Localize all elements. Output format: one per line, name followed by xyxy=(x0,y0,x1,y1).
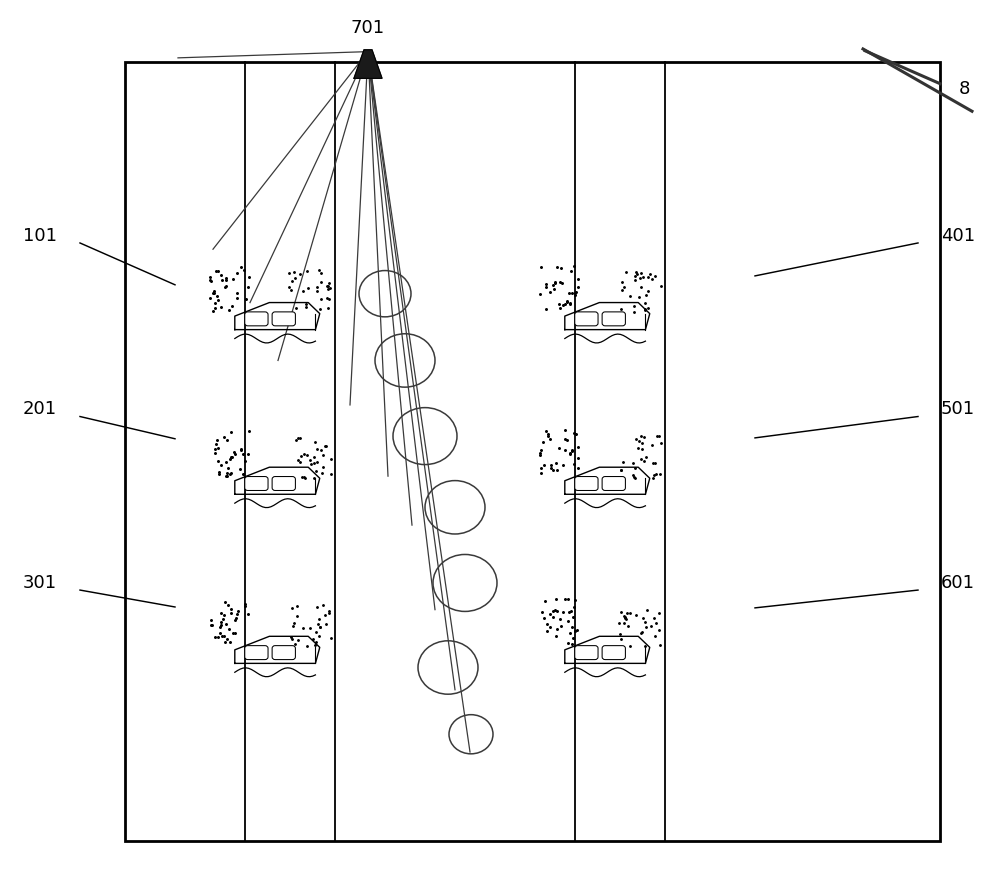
Bar xyxy=(125,62,940,841)
FancyBboxPatch shape xyxy=(245,645,268,659)
FancyBboxPatch shape xyxy=(272,312,295,326)
Text: 201: 201 xyxy=(23,400,57,418)
Polygon shape xyxy=(354,50,382,78)
Text: 401: 401 xyxy=(941,227,975,245)
Text: 8: 8 xyxy=(958,80,970,98)
FancyBboxPatch shape xyxy=(575,312,598,326)
FancyBboxPatch shape xyxy=(245,476,268,490)
FancyBboxPatch shape xyxy=(602,476,625,490)
FancyBboxPatch shape xyxy=(602,645,625,659)
FancyBboxPatch shape xyxy=(575,476,598,490)
Text: 301: 301 xyxy=(23,574,57,592)
Text: 701: 701 xyxy=(351,20,385,37)
FancyBboxPatch shape xyxy=(245,312,268,326)
FancyBboxPatch shape xyxy=(272,645,295,659)
Text: 101: 101 xyxy=(23,227,57,245)
Text: 601: 601 xyxy=(941,574,975,592)
Text: 501: 501 xyxy=(941,400,975,418)
FancyBboxPatch shape xyxy=(602,312,625,326)
FancyBboxPatch shape xyxy=(272,476,295,490)
FancyBboxPatch shape xyxy=(575,645,598,659)
